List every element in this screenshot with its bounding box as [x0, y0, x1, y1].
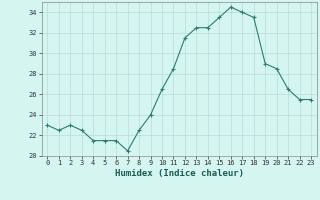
- X-axis label: Humidex (Indice chaleur): Humidex (Indice chaleur): [115, 169, 244, 178]
